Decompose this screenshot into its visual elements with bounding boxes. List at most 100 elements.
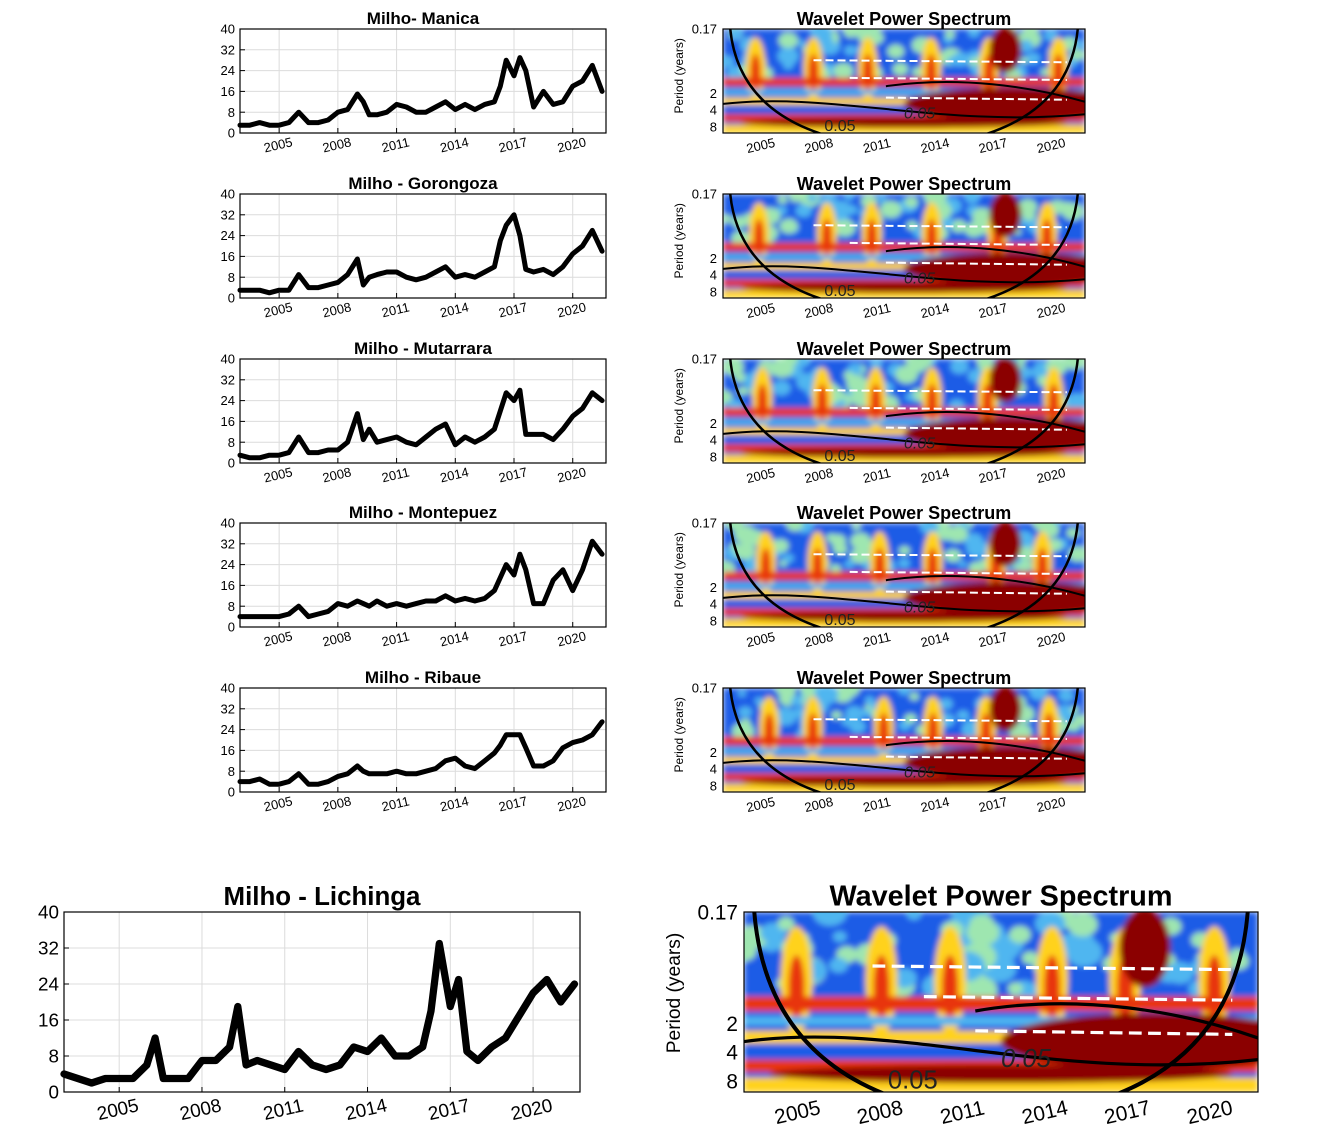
- axes-frame: [239, 522, 607, 628]
- x-tick-label: 2017: [497, 134, 529, 155]
- cone-of-influence: [728, 194, 1080, 298]
- price-chart-title: Milho - Gorongoza: [348, 174, 498, 193]
- price-chart-4: 0 8 16 24 32 40 2005 2008 2011 2014 2017 2020 Milho …: [221, 503, 607, 649]
- y-tick-label: 24: [38, 974, 59, 995]
- x-tick-label: 2011: [380, 299, 411, 320]
- cone-of-influence: [728, 29, 1080, 133]
- period-tick-label: 0.17: [692, 516, 717, 531]
- period-tick-label: 2: [710, 416, 717, 431]
- price-chart-title: Milho - Ribaue: [365, 668, 481, 687]
- y-tick-label: 32: [221, 207, 235, 222]
- x-tick-label: 2017: [426, 1094, 472, 1124]
- y-tick-label: 32: [221, 42, 235, 57]
- ridge-line: [885, 590, 1067, 595]
- x-tick-label: 2005: [745, 629, 777, 650]
- period-axis-label: Period (years): [664, 933, 685, 1054]
- ridge-line: [885, 426, 1067, 431]
- x-tick-label: 2008: [321, 464, 353, 485]
- x-tick-label: 2017: [977, 135, 1009, 156]
- period-axis-label: Period (years): [672, 532, 686, 607]
- significance-label: 0.05: [824, 118, 855, 135]
- x-tick-label: 2020: [1035, 465, 1067, 486]
- cone-of-influence: [728, 359, 1080, 463]
- y-tick-label: 40: [221, 681, 235, 696]
- x-tick-label: 2005: [745, 794, 777, 815]
- y-tick-label: 32: [221, 372, 235, 387]
- x-tick-label: 2011: [862, 629, 893, 650]
- period-tick-label: 4: [710, 433, 717, 448]
- y-tick-label: 24: [221, 393, 235, 408]
- x-tick-label: 2008: [178, 1094, 224, 1124]
- wavelet-power-map: 0.05 0.05: [723, 523, 1085, 627]
- price-series-line: [237, 55, 605, 128]
- y-tick-label: 8: [228, 270, 235, 285]
- wavelet-power-map: 0.05 0.05: [723, 29, 1085, 135]
- ridge-line: [813, 224, 1067, 229]
- ridge-line: [885, 96, 1067, 101]
- y-tick-label: 16: [221, 578, 235, 593]
- period-axis-label: Period (years): [672, 697, 686, 772]
- wavelet-chart-3: 0.05 0.05 0.17 2 48 Period (years) 2005 2008 201…: [672, 339, 1086, 486]
- axes-frame: [63, 911, 581, 1093]
- significance-label: 0.05: [824, 777, 855, 794]
- significance-label: 0.05: [824, 283, 855, 300]
- wavelet-power-map: 0.05 0.05: [723, 688, 1085, 794]
- x-tick-label: 2008: [803, 300, 835, 321]
- ridge-line: [923, 995, 1233, 1002]
- price-series-line: [237, 719, 605, 787]
- axes-frame: [722, 522, 1086, 628]
- significance-contour: [744, 1035, 1258, 1067]
- significance-label: 0.05: [904, 270, 935, 287]
- period-axis-label: Period (years): [672, 203, 686, 278]
- y-tick-label: 0: [228, 785, 235, 800]
- price-series-line: [237, 538, 605, 620]
- x-tick-label: 2017: [497, 464, 529, 485]
- x-tick-label: 2014: [439, 134, 471, 155]
- ridge-line: [885, 261, 1067, 266]
- x-tick-label: 2011: [380, 134, 411, 155]
- ridge-line: [813, 718, 1067, 723]
- x-tick-label: 2017: [977, 465, 1009, 486]
- x-tick-label: 2014: [919, 629, 951, 650]
- significance-contour: [885, 246, 1085, 268]
- x-tick-label: 2011: [862, 300, 893, 321]
- price-chart-title: Milho - Lichinga: [224, 883, 422, 911]
- ridge-line: [813, 59, 1067, 64]
- price-chart-5: 0 8 16 24 32 40 2005 2008 2011 2014 2017 2020 Milho …: [221, 668, 607, 814]
- x-tick-label: 2005: [745, 300, 777, 321]
- y-tick-label: 0: [228, 126, 235, 141]
- significance-contour: [723, 594, 1085, 613]
- wavelet-chart-6: 0.05 0.05 0.17 2 4 8 Period (years) 2005 2008 201…: [664, 881, 1259, 1129]
- y-tick-label: 0: [49, 1082, 59, 1103]
- significance-contour: [723, 430, 1085, 449]
- x-tick-label: 2020: [509, 1094, 555, 1124]
- x-tick-label: 2005: [95, 1094, 141, 1124]
- x-tick-label: 2020: [556, 628, 588, 649]
- x-tick-label: 2017: [497, 793, 529, 814]
- x-tick-label: 2008: [321, 793, 353, 814]
- y-tick-label: 8: [228, 435, 235, 450]
- x-tick-label: 2014: [919, 300, 951, 321]
- axes-frame: [239, 28, 607, 134]
- y-tick-label: 24: [221, 63, 235, 78]
- cone-of-influence: [728, 688, 1080, 792]
- price-chart-1: 0 8 16 24 32 40 2005 2008 2011 2014 2017 2020 Milho-…: [221, 9, 607, 155]
- x-tick-label: 2014: [439, 793, 471, 814]
- cone-of-influence: [752, 912, 1250, 1092]
- x-tick-label: 2005: [262, 464, 294, 485]
- x-tick-label: 2017: [497, 299, 529, 320]
- period-tick-label: 8: [710, 613, 717, 628]
- x-tick-label: 2017: [497, 628, 529, 649]
- axes-frame: [722, 193, 1086, 299]
- x-tick-label: 2008: [855, 1096, 905, 1129]
- significance-contour: [885, 411, 1085, 433]
- x-tick-label: 2020: [1035, 794, 1067, 815]
- x-tick-label: 2005: [745, 135, 777, 156]
- price-series-line: [237, 212, 605, 296]
- period-tick-label: 4: [710, 103, 717, 118]
- significance-contour: [723, 759, 1085, 778]
- period-tick-label: 0.17: [692, 681, 717, 696]
- x-tick-label: 2014: [919, 465, 951, 486]
- x-tick-label: 2020: [1035, 300, 1067, 321]
- plot-area: [240, 359, 606, 463]
